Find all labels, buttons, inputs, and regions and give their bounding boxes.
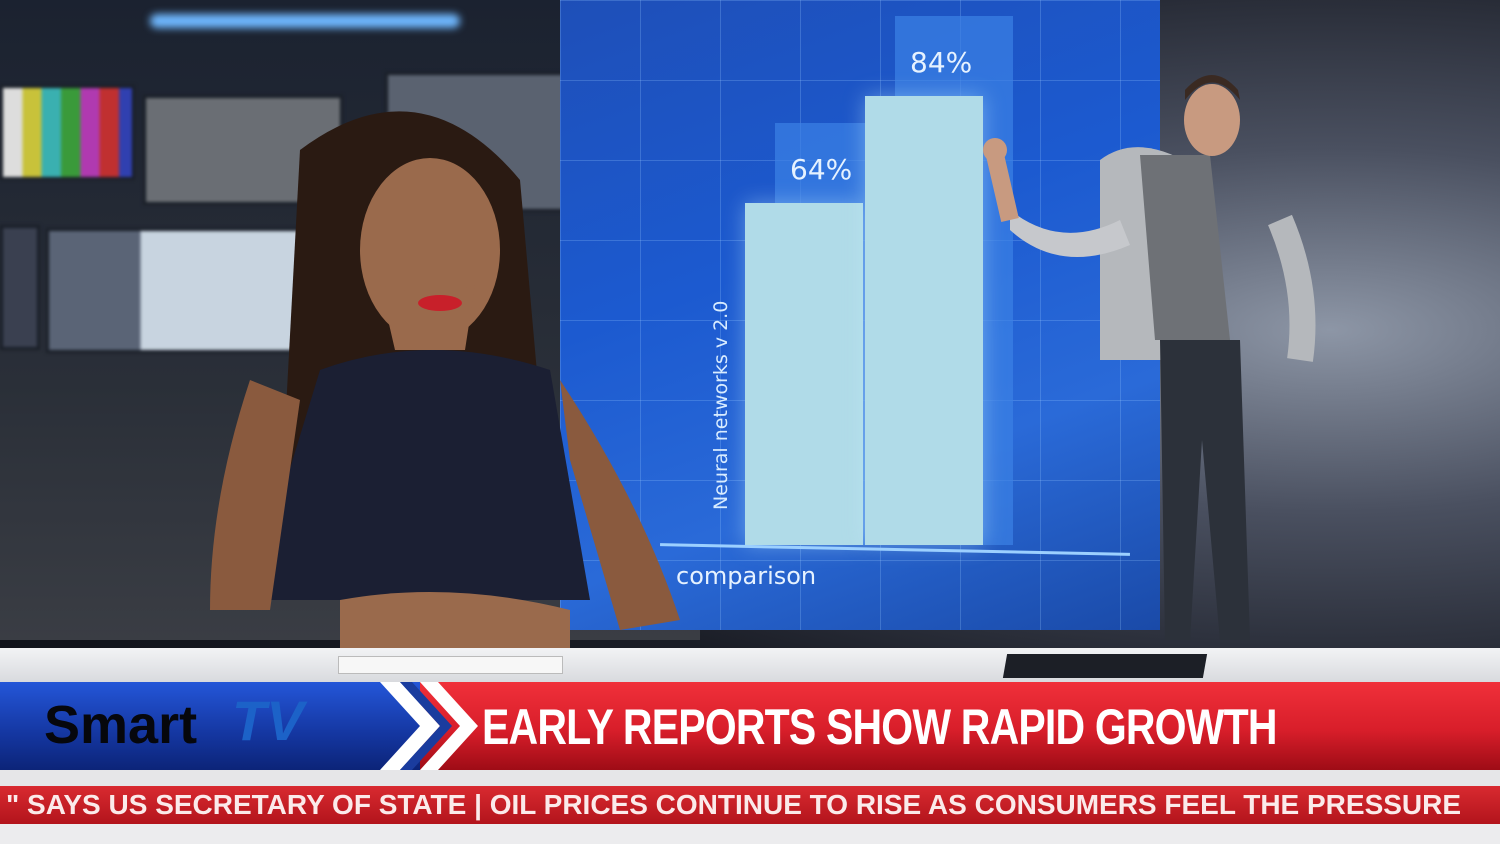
chart-y-label: Neural networks v 2.0 [710, 300, 732, 510]
headline-panel [420, 682, 1500, 770]
headline-text: EARLY REPORTS SHOW RAPID GROWTH [482, 699, 1277, 755]
chart-screen: 64% 84% Neural networks v 2.0 comparison [560, 0, 1160, 630]
logo-panel [0, 682, 420, 770]
monitor [0, 85, 135, 180]
chevron-divider-icon [380, 682, 478, 770]
monitor [46, 228, 314, 353]
bottom-strip [0, 824, 1500, 844]
news-ticker: " SAYS US SECRETARY OF STATE | OIL PRICE… [0, 786, 1500, 824]
news-anchor [210, 111, 680, 670]
tablet-on-desk [1002, 654, 1208, 678]
bar-value-label: 84% [910, 45, 973, 79]
studio-light [150, 14, 460, 28]
presenter-man [983, 75, 1316, 640]
monitor [0, 225, 40, 350]
bar-value-label: 64% [790, 152, 853, 186]
channel-logo-tv: TV [232, 689, 304, 752]
chart-x-label: comparison [676, 562, 817, 590]
chart-bar [865, 95, 983, 545]
channel-logo-text: Smart [44, 695, 198, 755]
papers-on-desk [338, 656, 563, 674]
ticker-text: " SAYS US SECRETARY OF STATE | OIL PRICE… [6, 789, 1462, 820]
chart-bar [745, 202, 863, 545]
news-desk [0, 648, 1500, 688]
lower-third-banner: Smart TV EARLY REPORTS SHOW RAPID GROWTH [0, 682, 1500, 770]
banner-separator [0, 770, 1500, 786]
